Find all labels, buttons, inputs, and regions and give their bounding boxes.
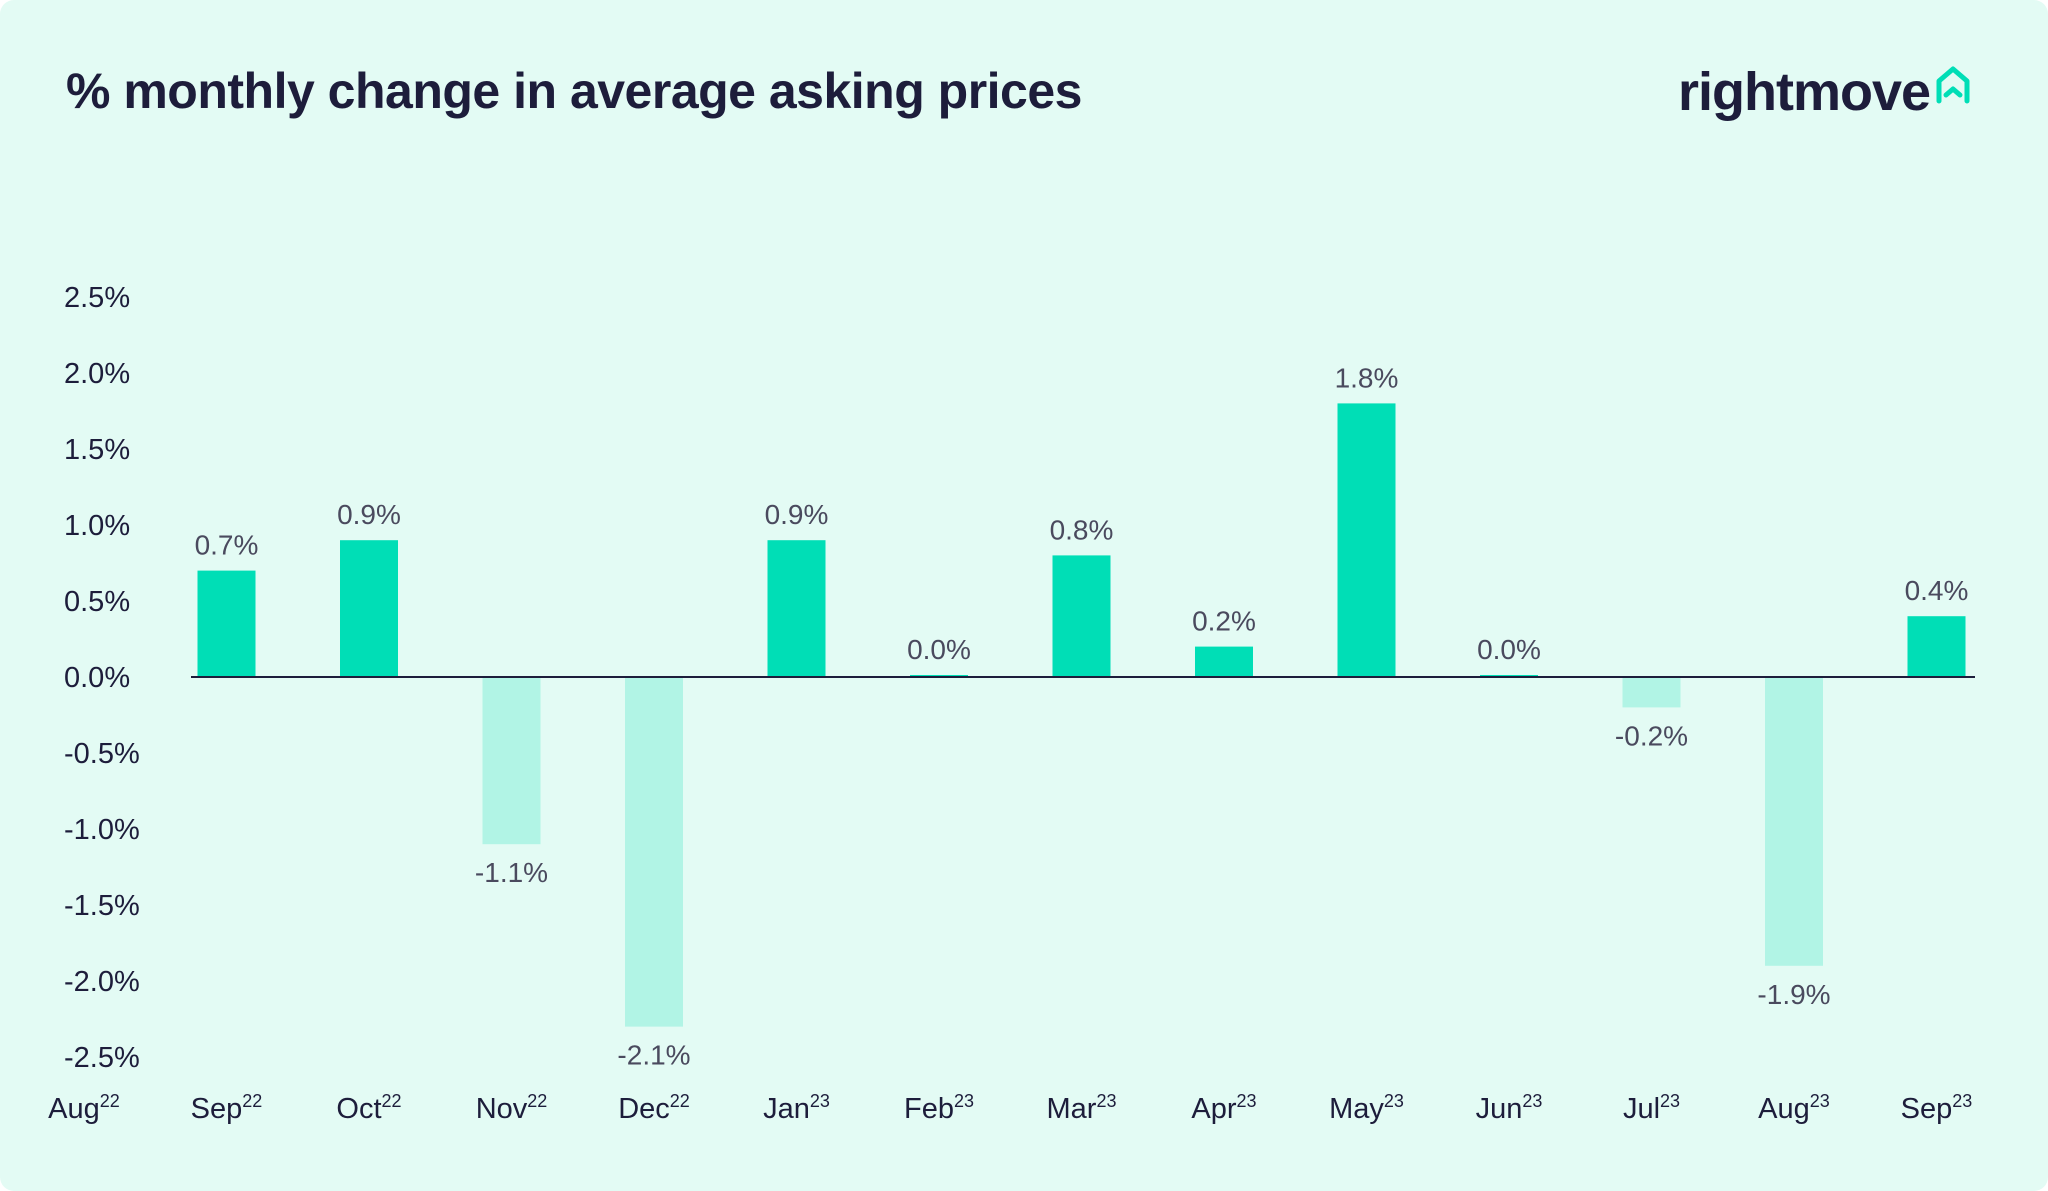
bar [1907, 616, 1966, 677]
bar [1052, 555, 1111, 677]
x-tick-label: Oct22 [336, 1091, 401, 1125]
x-tick-label: Dec22 [618, 1091, 690, 1125]
data-label: 0.4% [1905, 575, 1969, 606]
y-tick-label: -1.0% [64, 814, 140, 846]
x-tick-label: Aug22 [48, 1091, 120, 1125]
data-label: 0.8% [1050, 514, 1114, 545]
y-tick-label: 0.5% [64, 586, 130, 618]
data-label: -2.1% [617, 1040, 690, 1071]
y-tick-label: -0.5% [64, 738, 140, 770]
y-tick-label: 0.0% [64, 662, 130, 694]
bar [767, 540, 826, 677]
x-tick-label: Feb23 [904, 1091, 974, 1125]
bar [1622, 677, 1681, 708]
y-tick-label: -2.5% [64, 1042, 140, 1074]
data-label: 0.0% [907, 634, 971, 665]
data-label: 0.9% [337, 499, 401, 530]
data-label: 0.2% [1192, 606, 1256, 637]
y-tick-label: 2.5% [64, 282, 130, 314]
data-label: 0.0% [1477, 634, 1541, 665]
x-tick-label: Sep22 [191, 1091, 263, 1125]
page-title: % monthly change in average asking price… [66, 63, 1082, 119]
x-tick-label: Nov22 [476, 1091, 548, 1125]
logo-text: rightmove [1678, 62, 1931, 122]
data-label: -1.1% [475, 857, 548, 888]
data-label: 0.7% [195, 530, 259, 561]
data-label: -0.2% [1615, 720, 1688, 751]
data-label: 1.8% [1335, 362, 1399, 393]
x-tick-label: Mar23 [1047, 1091, 1117, 1125]
y-tick-label: -1.5% [64, 890, 140, 922]
y-tick-label: 1.0% [64, 510, 130, 542]
y-tick-label: -2.0% [64, 966, 140, 998]
x-tick-label: Jul23 [1623, 1091, 1680, 1125]
bar [482, 677, 541, 845]
y-tick-label: 1.5% [64, 434, 130, 466]
x-tick-label: Jan23 [763, 1091, 830, 1125]
bar [197, 570, 256, 677]
x-tick-label: Jun23 [1476, 1091, 1543, 1125]
bar [1765, 677, 1823, 966]
x-tick-label: Sep23 [1901, 1091, 1973, 1125]
x-tick-label: Apr23 [1191, 1091, 1256, 1125]
bar [340, 540, 398, 677]
x-tick-label: May23 [1329, 1091, 1404, 1125]
brand-logo: rightmove [1678, 60, 1972, 130]
bar [1337, 403, 1396, 677]
bar [1195, 646, 1253, 677]
bar [625, 677, 683, 1027]
y-tick-label: 2.0% [64, 358, 130, 390]
x-tick-label: Aug23 [1758, 1091, 1830, 1125]
data-label: -1.9% [1757, 979, 1830, 1010]
house-icon [1934, 64, 1972, 109]
data-label: 0.9% [765, 499, 829, 530]
